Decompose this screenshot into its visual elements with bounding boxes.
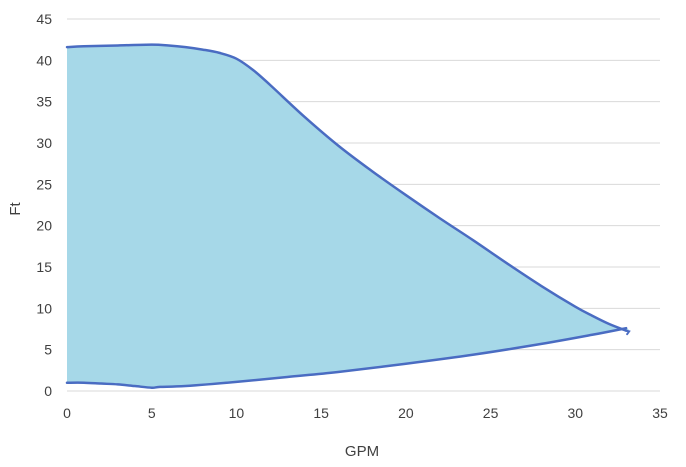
y-tick-label: 40 — [36, 52, 52, 68]
x-tick-label: 0 — [63, 405, 71, 421]
x-tick-label: 15 — [313, 405, 329, 421]
upper-curve-line — [65, 43, 628, 332]
y-tick-label: 25 — [36, 176, 52, 192]
x-tick-label: 20 — [398, 405, 414, 421]
area-layer — [65, 43, 631, 389]
y-tick-label: 15 — [36, 259, 52, 275]
x-tick-label: 5 — [148, 405, 156, 421]
operating-range-area — [67, 44, 630, 388]
curve-end-tip — [625, 329, 631, 336]
y-tick-label: 0 — [44, 383, 52, 399]
x-tick-label: 10 — [229, 405, 245, 421]
y-tick-label: 45 — [36, 11, 52, 27]
x-tick-label: 35 — [652, 405, 668, 421]
y-axis-title: Ft — [7, 202, 24, 216]
x-tick-label: 25 — [483, 405, 499, 421]
x-axis-title: GPM — [345, 443, 379, 460]
y-tick-label: 5 — [44, 342, 52, 358]
y-tick-label: 10 — [36, 300, 52, 316]
x-axis-ticks: 0 5 10 15 20 25 30 35 — [63, 405, 668, 421]
y-axis-ticks: 0 5 10 15 20 25 30 35 40 45 — [36, 11, 52, 399]
y-tick-label: 35 — [36, 94, 52, 110]
y-tick-label: 20 — [36, 218, 52, 234]
y-tick-label: 30 — [36, 135, 52, 151]
x-tick-label: 30 — [567, 405, 583, 421]
lower-curve-line — [65, 326, 628, 389]
